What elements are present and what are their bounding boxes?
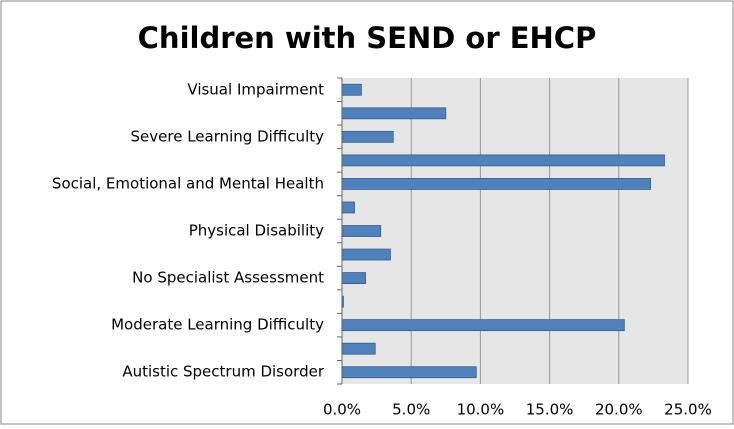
x-tick-label: 15.0% <box>526 401 574 419</box>
plot-area <box>342 78 688 384</box>
x-tick-label: 10.0% <box>457 401 505 419</box>
bar <box>341 178 652 190</box>
x-tick-label: 25.0% <box>664 401 712 419</box>
x-tick-label: 0.0% <box>323 401 361 419</box>
y-tick-label: Moderate Learning Difficulty <box>111 316 324 334</box>
y-tick-label: Visual Impairment <box>187 80 324 98</box>
x-tick-label: 5.0% <box>392 401 430 419</box>
bar <box>341 83 362 96</box>
bar <box>341 272 366 284</box>
bar <box>341 107 447 120</box>
bar <box>341 366 477 379</box>
chart-title: Children with SEND or EHCP <box>138 21 597 55</box>
y-tick-label: Physical Disability <box>189 222 324 240</box>
y-tick-label: No Specialist Assessment <box>132 269 324 287</box>
bar <box>341 154 665 167</box>
y-tick-label: Autistic Spectrum Disorder <box>122 363 325 381</box>
bar <box>341 248 391 261</box>
bar <box>341 342 376 355</box>
bar <box>341 319 625 332</box>
bar <box>341 225 382 237</box>
x-tick-label: 20.0% <box>595 401 643 419</box>
bar <box>341 130 394 143</box>
y-tick-label: Social, Emotional and Mental Health <box>52 174 324 192</box>
bar <box>341 295 344 308</box>
bar <box>341 201 355 214</box>
y-tick-label: Severe Learning Difficulty <box>131 127 325 145</box>
